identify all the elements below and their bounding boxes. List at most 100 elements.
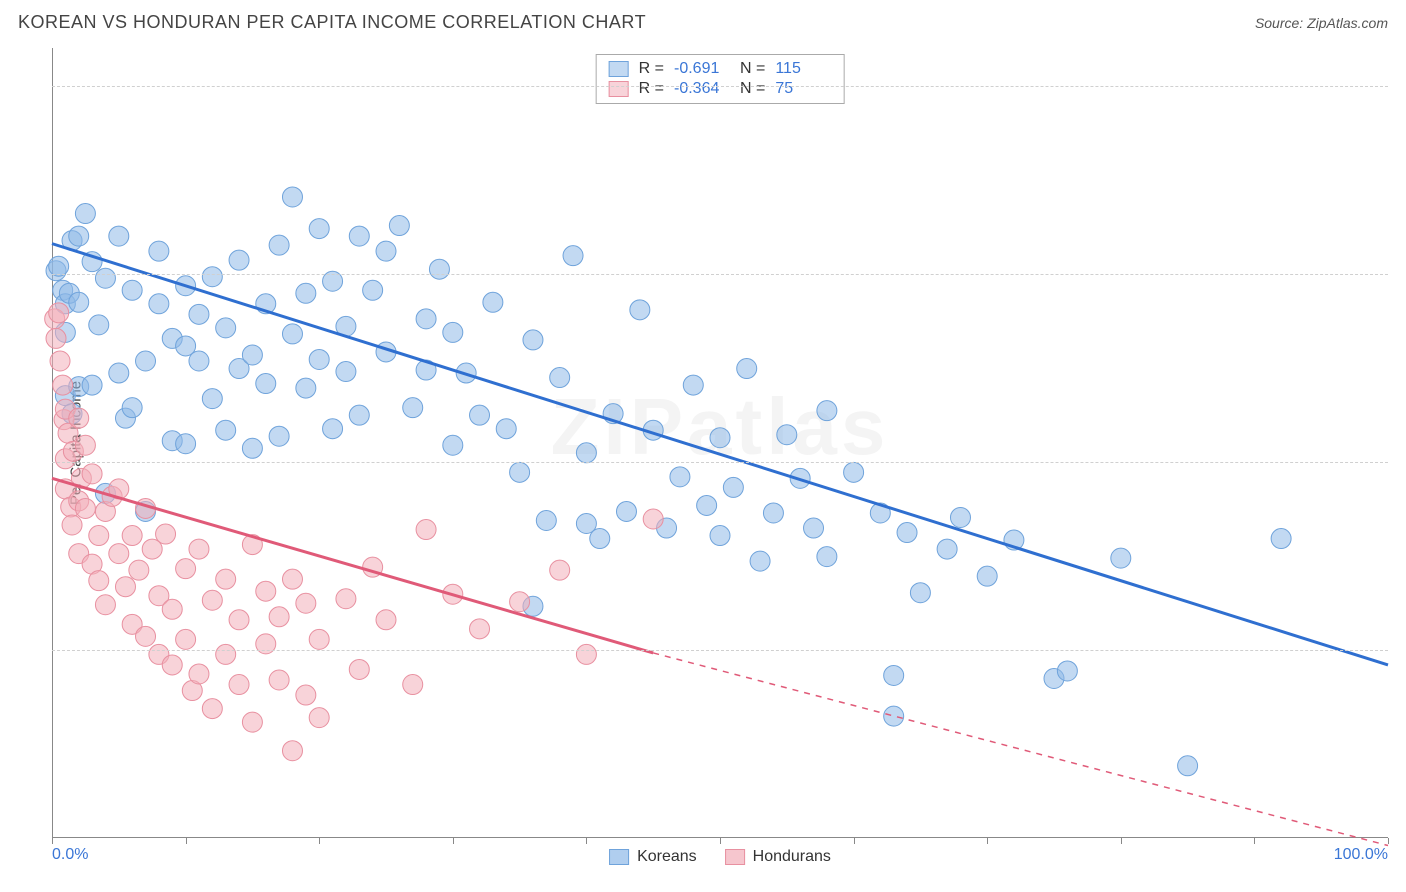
data-point bbox=[309, 629, 329, 649]
data-point bbox=[115, 577, 135, 597]
data-point bbox=[844, 462, 864, 482]
data-point bbox=[149, 294, 169, 314]
gridline bbox=[52, 86, 1388, 87]
data-point bbox=[189, 539, 209, 559]
data-point bbox=[723, 477, 743, 497]
data-point bbox=[710, 526, 730, 546]
stat-n-label: N = bbox=[740, 80, 765, 98]
data-point bbox=[269, 235, 289, 255]
data-point bbox=[483, 292, 503, 312]
data-point bbox=[282, 187, 302, 207]
data-point bbox=[1057, 661, 1077, 681]
data-point bbox=[269, 670, 289, 690]
data-point bbox=[216, 569, 236, 589]
data-point bbox=[242, 438, 262, 458]
data-point bbox=[443, 435, 463, 455]
data-point bbox=[62, 515, 82, 535]
data-point bbox=[817, 547, 837, 567]
x-start-label: 0.0% bbox=[52, 846, 88, 864]
data-point bbox=[403, 398, 423, 418]
data-point bbox=[884, 706, 904, 726]
data-point bbox=[309, 349, 329, 369]
stats-legend-row: R =-0.691N =115 bbox=[609, 59, 832, 79]
data-point bbox=[349, 659, 369, 679]
data-point bbox=[296, 378, 316, 398]
data-point bbox=[89, 526, 109, 546]
data-point bbox=[1178, 756, 1198, 776]
data-point bbox=[416, 520, 436, 540]
data-point bbox=[136, 626, 156, 646]
legend-label: Koreans bbox=[637, 848, 697, 866]
data-point bbox=[202, 389, 222, 409]
data-point bbox=[670, 467, 690, 487]
data-point bbox=[282, 324, 302, 344]
data-point bbox=[336, 589, 356, 609]
x-tick bbox=[52, 838, 53, 844]
data-point bbox=[282, 569, 302, 589]
data-point bbox=[162, 655, 182, 675]
legend-item: Koreans bbox=[609, 848, 697, 866]
y-tick-label: $47,500 bbox=[1398, 265, 1406, 283]
data-point bbox=[269, 426, 289, 446]
legend-label: Hondurans bbox=[753, 848, 831, 866]
data-point bbox=[176, 434, 196, 454]
data-point bbox=[349, 405, 369, 425]
scatter-plot-svg bbox=[52, 48, 1388, 838]
x-tick bbox=[186, 838, 187, 844]
data-point bbox=[89, 571, 109, 591]
data-point bbox=[563, 246, 583, 266]
data-point bbox=[429, 259, 449, 279]
chart-header: KOREAN VS HONDURAN PER CAPITA INCOME COR… bbox=[18, 12, 1388, 33]
data-point bbox=[296, 685, 316, 705]
data-point bbox=[523, 330, 543, 350]
data-point bbox=[122, 526, 142, 546]
data-point bbox=[576, 644, 596, 664]
data-point bbox=[470, 619, 490, 639]
x-tick bbox=[1121, 838, 1122, 844]
data-point bbox=[309, 219, 329, 239]
data-point bbox=[89, 315, 109, 335]
data-point bbox=[950, 507, 970, 527]
data-point bbox=[804, 518, 824, 538]
data-point bbox=[683, 375, 703, 395]
stat-r-value: -0.691 bbox=[674, 60, 730, 78]
data-point bbox=[256, 581, 276, 601]
data-point bbox=[202, 267, 222, 287]
data-point bbox=[49, 303, 69, 323]
data-point bbox=[156, 524, 176, 544]
y-tick-label: $22,500 bbox=[1398, 641, 1406, 659]
data-point bbox=[176, 559, 196, 579]
data-point bbox=[576, 443, 596, 463]
stat-n-value: 75 bbox=[775, 80, 831, 98]
data-point bbox=[550, 368, 570, 388]
data-point bbox=[202, 699, 222, 719]
data-point bbox=[323, 419, 343, 439]
data-point bbox=[50, 351, 70, 371]
data-point bbox=[149, 241, 169, 261]
data-point bbox=[189, 664, 209, 684]
stats-legend-row: R =-0.364N =75 bbox=[609, 79, 832, 99]
data-point bbox=[510, 462, 530, 482]
x-tick bbox=[987, 838, 988, 844]
data-point bbox=[777, 425, 797, 445]
data-point bbox=[376, 610, 396, 630]
stat-n-label: N = bbox=[740, 60, 765, 78]
chart-area: Per Capita Income ZIPatlas R =-0.691N =1… bbox=[52, 48, 1388, 838]
data-point bbox=[363, 280, 383, 300]
data-point bbox=[122, 280, 142, 300]
data-point bbox=[122, 398, 142, 418]
x-tick bbox=[453, 838, 454, 844]
data-point bbox=[643, 509, 663, 529]
data-point bbox=[616, 501, 636, 521]
data-point bbox=[189, 351, 209, 371]
x-tick bbox=[720, 838, 721, 844]
data-point bbox=[75, 204, 95, 224]
data-point bbox=[309, 708, 329, 728]
data-point bbox=[590, 529, 610, 549]
data-point bbox=[697, 495, 717, 515]
bottom-legend: Koreans Hondurans bbox=[609, 848, 831, 866]
legend-swatch bbox=[725, 849, 745, 865]
data-point bbox=[69, 292, 89, 312]
gridline bbox=[52, 462, 1388, 463]
data-point bbox=[95, 268, 115, 288]
